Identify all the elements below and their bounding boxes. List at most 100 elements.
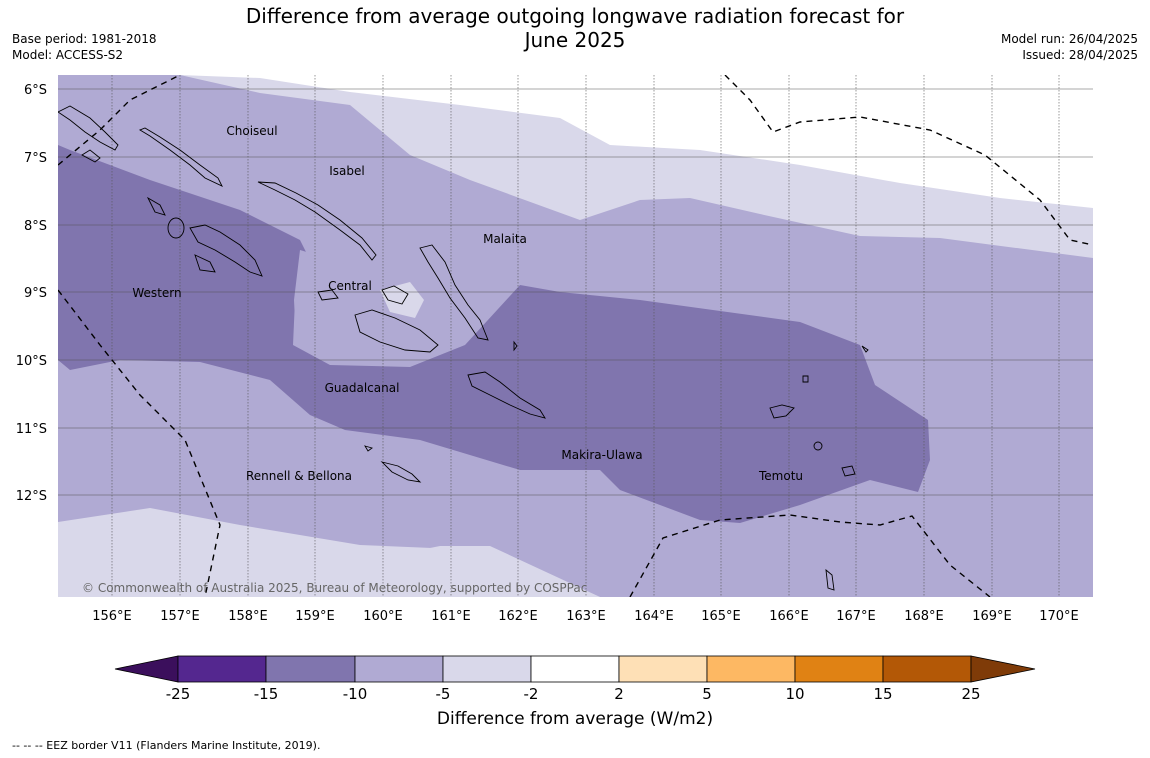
colorbar-tick-label: -15 bbox=[254, 685, 279, 703]
latitude-label: 6°S bbox=[24, 83, 47, 98]
island-nggela bbox=[317, 289, 339, 301]
colorbar-tick-label: -10 bbox=[343, 685, 368, 703]
longitude-label: 167°E bbox=[836, 609, 876, 624]
longitude-label: 164°E bbox=[634, 609, 674, 624]
latitude-label: 12°S bbox=[16, 489, 47, 504]
island-santa-cruz bbox=[769, 404, 795, 419]
anomaly-band-neutral bbox=[180, 75, 1093, 208]
colorbar-segment bbox=[442, 655, 532, 683]
colorbar-tick-label: -2 bbox=[524, 685, 539, 703]
island-savo bbox=[381, 285, 409, 305]
island-bougainville bbox=[58, 105, 119, 151]
island-bougainville-south bbox=[81, 149, 101, 163]
island-reef bbox=[802, 375, 809, 383]
anomaly-band-minus10-pocket bbox=[294, 250, 440, 360]
island-isabel bbox=[257, 181, 377, 261]
island-guadalcanal bbox=[354, 309, 439, 353]
longitude-label: 157°E bbox=[160, 609, 200, 624]
island-bellona bbox=[364, 445, 373, 452]
colorbar-tick-label: 5 bbox=[702, 685, 712, 703]
latitude-label: 8°S bbox=[24, 219, 47, 234]
latitude-labels: 6°S 7°S 8°S 9°S 10°S 11°S 12°S bbox=[16, 83, 47, 504]
island-tikopia bbox=[825, 568, 835, 591]
longitude-label: 169°E bbox=[972, 609, 1012, 624]
eez-borders bbox=[58, 75, 1093, 597]
island-duff bbox=[861, 345, 869, 353]
longitude-label: 163°E bbox=[566, 609, 606, 624]
colorbar-tick-label: 25 bbox=[961, 685, 980, 703]
colorbar-segment bbox=[882, 655, 972, 683]
base-period: Base period: 1981-2018 bbox=[12, 32, 157, 46]
colorbar-segment bbox=[794, 655, 884, 683]
island-malaita bbox=[419, 244, 489, 341]
place-labels: Choiseul Isabel Malaita Western Central Guada… bbox=[132, 124, 803, 483]
island-rennell bbox=[380, 461, 422, 483]
issued-date: Issued: 28/04/2025 bbox=[1022, 48, 1138, 62]
island-kolombangara bbox=[167, 217, 185, 239]
island-utupua bbox=[841, 465, 856, 477]
place-label: Makira-Ulawa bbox=[561, 448, 642, 462]
latitude-label: 9°S bbox=[24, 286, 47, 301]
colorbar-segment bbox=[265, 655, 356, 683]
chart-title: Difference from average outgoing longwav… bbox=[230, 4, 920, 52]
colorbar-segment bbox=[618, 655, 708, 683]
longitude-label: 160°E bbox=[363, 609, 403, 624]
longitude-labels: 156°E 157°E 158°E 159°E 160°E 161°E 162°E 163°E… bbox=[92, 609, 1079, 624]
colorbar-tick-label: 2 bbox=[614, 685, 624, 703]
island-ulawa bbox=[513, 340, 518, 352]
eez-legend-note: -- -- -- EEZ border V11 (Flanders Marine… bbox=[12, 739, 321, 752]
island-new-georgia bbox=[189, 224, 263, 277]
longitude-label: 162°E bbox=[498, 609, 538, 624]
place-label: Malaita bbox=[483, 232, 527, 246]
longitude-label: 168°E bbox=[904, 609, 944, 624]
latitude-label: 10°S bbox=[16, 354, 47, 369]
longitude-label: 158°E bbox=[228, 609, 268, 624]
place-label: Central bbox=[328, 279, 372, 293]
latitude-label: 7°S bbox=[24, 151, 47, 166]
longitude-label: 166°E bbox=[769, 609, 809, 624]
place-label: Western bbox=[132, 286, 181, 300]
model-name: Model: ACCESS-S2 bbox=[12, 48, 124, 62]
graticule bbox=[58, 75, 1093, 597]
colorbar-segment bbox=[706, 655, 796, 683]
longitude-label: 161°E bbox=[431, 609, 471, 624]
anomaly-band-minus15 bbox=[58, 145, 930, 523]
eez-line-east-top bbox=[724, 75, 1093, 246]
colorbar-segment bbox=[354, 655, 444, 683]
island-choiseul bbox=[138, 127, 223, 187]
longitude-label: 159°E bbox=[295, 609, 335, 624]
eez-line-west bbox=[58, 289, 221, 597]
model-run: Model run: 26/04/2025 bbox=[1000, 32, 1138, 46]
colorbar-tick-label: -5 bbox=[436, 685, 451, 703]
colorbar-tick-label: -25 bbox=[166, 685, 191, 703]
title-line-2: June 2025 bbox=[524, 28, 626, 52]
copyright-text: © Commonwealth of Australia 2025, Bureau… bbox=[82, 581, 587, 595]
place-label: Guadalcanal bbox=[325, 381, 400, 395]
colorbar: -25 -15 -10 -5 -2 2 5 10 15 25 bbox=[114, 655, 1036, 703]
colorbar-extend-low bbox=[114, 655, 179, 683]
place-label: Choiseul bbox=[226, 124, 277, 138]
colorbar-title: Difference from average (W/m2) bbox=[436, 709, 714, 729]
island-makira bbox=[467, 371, 546, 419]
place-label: Isabel bbox=[329, 164, 364, 178]
place-label: Temotu bbox=[758, 469, 803, 483]
coastlines bbox=[58, 105, 869, 591]
colorbar-extend-high bbox=[970, 655, 1036, 683]
meta-left: Base period: 1981-2018 Model: ACCESS-S2 bbox=[12, 31, 157, 63]
longitude-label: 165°E bbox=[701, 609, 741, 624]
island-vanikoro bbox=[813, 441, 823, 451]
latitude-label: 11°S bbox=[16, 422, 47, 437]
longitude-label: 170°E bbox=[1039, 609, 1079, 624]
map-area: Choiseul Isabel Malaita Western Central Guada… bbox=[58, 75, 1093, 597]
place-label: Rennell & Bellona bbox=[246, 469, 352, 483]
colorbar-segment bbox=[530, 655, 620, 683]
colorbar-tick-label: 15 bbox=[873, 685, 892, 703]
longitude-label: 156°E bbox=[92, 609, 132, 624]
title-line-1: Difference from average outgoing longwav… bbox=[245, 4, 905, 28]
island-vella bbox=[146, 196, 166, 216]
anomaly-band-minus5-south bbox=[58, 522, 600, 597]
eez-line-north bbox=[58, 75, 181, 166]
anomaly-band-minus5-pocket bbox=[380, 282, 424, 318]
colorbar-segment bbox=[177, 655, 267, 683]
